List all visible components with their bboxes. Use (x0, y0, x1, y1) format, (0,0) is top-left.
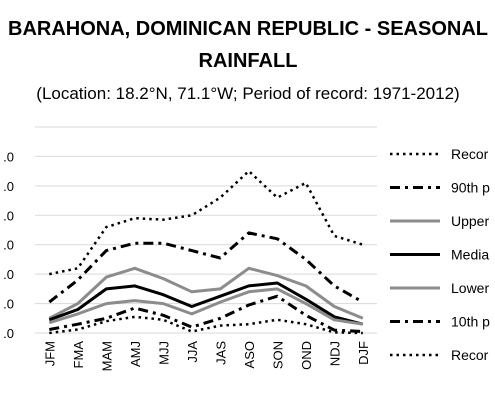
legend-label: 10th p (451, 314, 490, 330)
y-tick-label: .0 (3, 208, 14, 223)
x-tick-label: SON (270, 341, 285, 369)
series-line (49, 294, 363, 333)
x-tick-label: JJA (185, 341, 200, 363)
gridlines (35, 126, 377, 334)
x-tick-label: NDJ (327, 341, 342, 366)
x-tick-label: DJF (356, 341, 371, 365)
y-tick-label: .0 (3, 297, 14, 312)
legend-label: Lower (451, 280, 489, 296)
legend-label: Media (451, 247, 489, 263)
y-tick-label: .0 (3, 238, 14, 253)
legend-label: 90th p (451, 180, 490, 196)
legend-label: Upper (451, 213, 489, 229)
y-tick-label: .0 (3, 149, 14, 164)
x-tick-label: JFM (42, 341, 57, 366)
chart-title-line2: RAINFALL (199, 50, 298, 72)
series-line (48, 281, 364, 326)
series-lines (48, 169, 364, 335)
y-tick-label: .0 (3, 267, 14, 282)
x-axis-tick-labels: JFM FMA MAM AMJ MJJ JJA JAS ASO SON OND NDJ DJF (42, 341, 371, 372)
series-line (49, 169, 364, 276)
chart-subtitle: (Location: 18.2°N, 71.1°W; Period of rec… (36, 84, 459, 103)
x-tick-label: AMJ (128, 341, 143, 367)
series-line (48, 287, 364, 326)
y-axis-tick-labels: .0 .0 .0 .0 .0 .0 .0 (3, 149, 14, 341)
y-tick-label: .0 (3, 326, 14, 341)
series-line (49, 315, 363, 335)
y-tick-label: .0 (3, 179, 14, 194)
x-tick-label: JAS (213, 341, 228, 365)
legend-label: Recor (451, 146, 489, 162)
x-tick-label: FMA (71, 341, 86, 369)
series-line (48, 231, 364, 304)
x-tick-label: OND (299, 341, 314, 370)
series-line (48, 266, 364, 320)
legend-label: Recor (451, 347, 489, 363)
x-tick-label: ASO (242, 341, 257, 368)
x-tick-label: MJJ (156, 341, 171, 365)
legend: Recor 90th p Upper Media Lower 10th p Recor (390, 146, 490, 363)
chart-title-line1: BARAHONA, DOMINICAN REPUBLIC - SEASONAL (8, 18, 488, 40)
x-tick-label: MAM (99, 341, 114, 371)
